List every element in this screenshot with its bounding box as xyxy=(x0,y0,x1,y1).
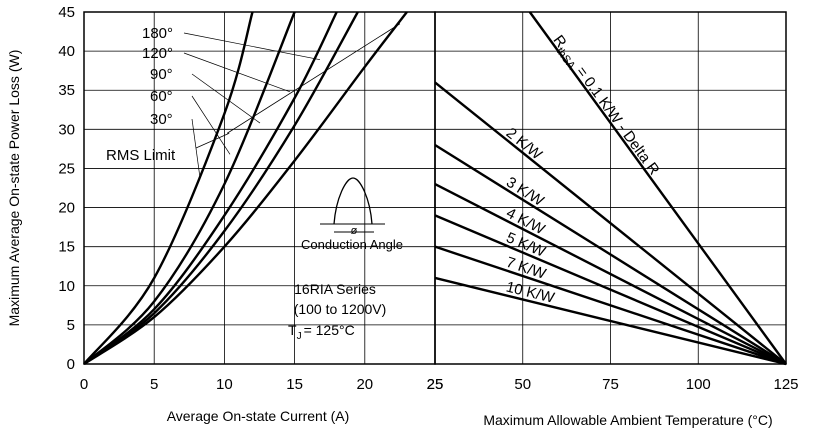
rms-limit-line xyxy=(226,23,401,134)
y-tick-label: 45 xyxy=(58,4,75,21)
leader-line xyxy=(195,132,230,149)
y-tick-label: 15 xyxy=(58,239,75,256)
y-tick-label: 5 xyxy=(67,317,75,334)
conduction-angle-label: Conduction Angle xyxy=(301,237,403,252)
curve-120deg xyxy=(83,11,359,365)
curve-label-180deg: 180° xyxy=(142,25,173,42)
curve-label-90deg: 90° xyxy=(150,66,173,83)
x-axis-label-left: Average On-state Current (A) xyxy=(167,408,350,424)
x-tick-label-right: 100 xyxy=(686,376,711,393)
left-curve-labels: 180° 120° 90° 60° 30° RMS Limit xyxy=(106,25,321,178)
x-tick-label-right: 75 xyxy=(602,376,619,393)
x-tick-label-left: 10 xyxy=(216,376,233,393)
heatsink-label-2-k-w: 2 K/W xyxy=(503,125,546,164)
right-panel-grid xyxy=(434,11,787,365)
x-tick-label-right: 50 xyxy=(514,376,531,393)
leader-line xyxy=(183,32,321,61)
x-tick-label-left: 15 xyxy=(286,376,303,393)
right-line-labels: RthSA = 0.1 K/W - Delta R2 K/W3 K/W4 K/W… xyxy=(503,32,663,307)
curve-60deg xyxy=(83,11,296,365)
right-panel-lines xyxy=(434,11,787,366)
curve-label-120deg: 120° xyxy=(142,45,173,62)
y-axis-label: Maximum Average On-state Power Loss (W) xyxy=(6,50,22,327)
y-tick-label: 0 xyxy=(67,356,75,373)
left-panel-curves xyxy=(83,11,408,365)
curve-label-30deg: 30° xyxy=(150,111,173,128)
leader-line xyxy=(191,95,231,155)
y-tick-label: 40 xyxy=(58,43,75,60)
curve-90deg xyxy=(83,11,338,365)
leader-line xyxy=(191,118,201,178)
x-tick-label-left: 5 xyxy=(150,376,158,393)
heatsink-line-4-k-w xyxy=(434,183,787,366)
curve-label-60deg: 60° xyxy=(150,88,173,105)
y-tick-label: 30 xyxy=(58,121,75,138)
curve-180deg xyxy=(83,11,408,365)
heatsink-line-3-k-w xyxy=(434,143,787,366)
y-tick-label: 10 xyxy=(58,278,75,295)
heatsink-line-7-k-w xyxy=(434,245,787,366)
x-tick-label-left: 20 xyxy=(356,376,373,393)
conduction-waveform xyxy=(333,177,373,225)
heatsink-label-3-k-w: 3 K/W xyxy=(503,174,547,211)
x-tick-label-left: 25 xyxy=(427,376,444,393)
heatsink-line-5-k-w xyxy=(434,214,787,366)
heatsink-line-2-k-w xyxy=(434,81,787,365)
y-tick-label: 25 xyxy=(58,160,75,177)
heatsink-label-rest: = 0.1 K/W - Delta R xyxy=(570,60,663,178)
heatsink-label-rthsa: RthSA = 0.1 K/W - Delta R xyxy=(547,32,663,180)
voltage-range-label: (100 to 1200V) xyxy=(294,301,387,317)
right-plot-frame xyxy=(434,11,787,365)
conduction-angle-inset: ø xyxy=(320,177,385,237)
x-tick-label-right: 25 xyxy=(427,376,444,393)
heatsink-line-10-k-w xyxy=(434,276,787,366)
heatsink-label-10-k-w: 10 K/W xyxy=(504,279,557,307)
series-name-label: 16RIA Series xyxy=(294,281,376,297)
leader-line xyxy=(191,73,261,124)
leader-line xyxy=(183,52,291,93)
curve-30deg xyxy=(83,11,254,365)
conduction-angle-symbol: ø xyxy=(351,225,358,237)
x-tick-label-right: 125 xyxy=(773,376,798,393)
heatsink-line-r-0-1-k-w-delta-r xyxy=(528,11,787,365)
y-tick-label: 20 xyxy=(58,200,75,217)
rms-limit-label: RMS Limit xyxy=(106,147,176,164)
y-tick-label: 35 xyxy=(58,82,75,99)
x-axis-label-right: Maximum Allowable Ambient Temperature (°… xyxy=(483,412,772,428)
x-tick-label-left: 0 xyxy=(80,376,88,393)
junction-temperature-label: TJ = 125°C xyxy=(288,322,355,342)
